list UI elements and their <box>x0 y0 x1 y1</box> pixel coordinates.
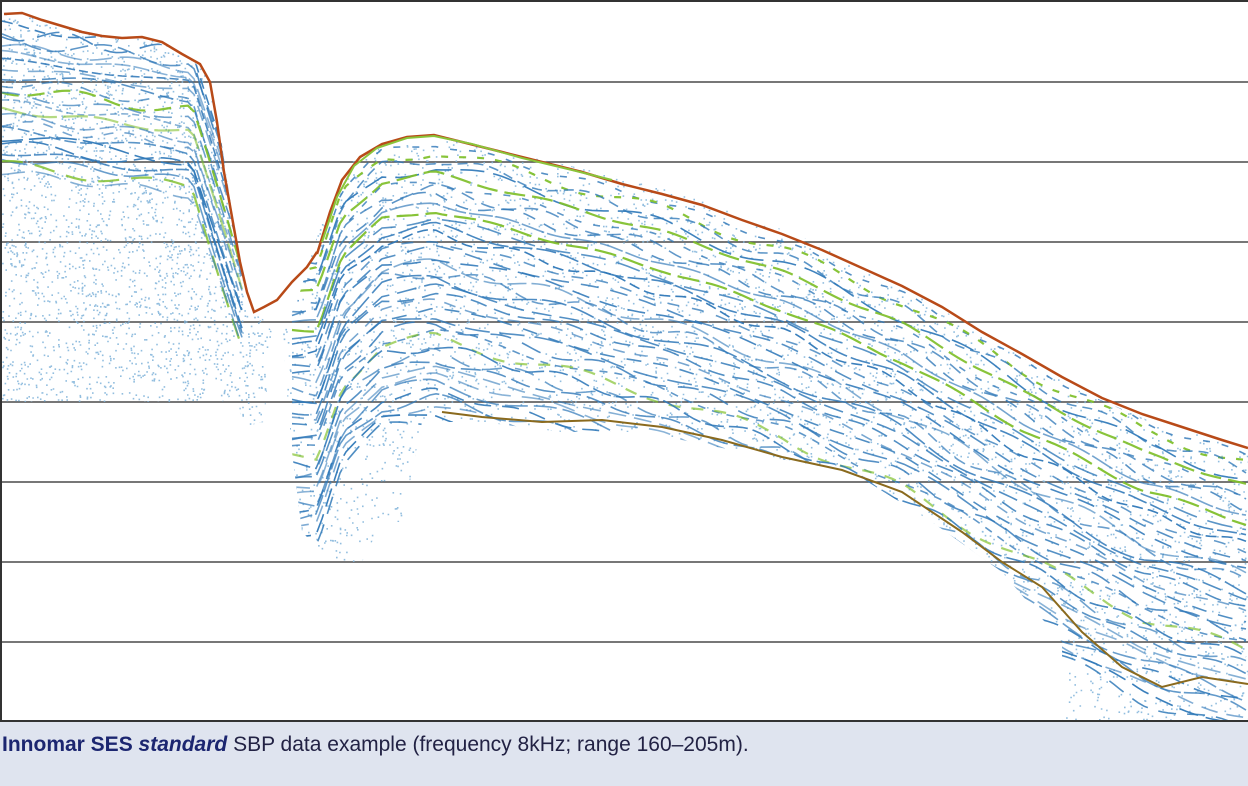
reflector-layer <box>291 258 1247 574</box>
reflector-layer <box>291 307 1247 623</box>
reflector-layer <box>291 221 1247 536</box>
reflector-layer <box>2 43 243 221</box>
reflector-layer <box>291 160 1247 474</box>
reflector-layer <box>291 414 1247 720</box>
reflector-layer <box>291 317 1247 630</box>
reflector-layer <box>291 292 1247 607</box>
reflector-layer <box>291 392 1247 711</box>
sbp-echogram-figure <box>0 0 1248 722</box>
reflector-layer <box>291 211 1247 526</box>
reflector-layer <box>291 168 1247 480</box>
reflector-layer <box>291 202 1247 516</box>
reflector-layer <box>291 218 1247 531</box>
reflector-layer <box>2 89 244 271</box>
reflector-layer <box>291 365 1247 680</box>
reflector-layers-left <box>2 20 244 349</box>
reflector-layer <box>2 49 243 230</box>
seabed-reflector-left <box>3 11 319 314</box>
reflector-layer <box>291 145 1247 456</box>
reflector-layer <box>291 347 1247 662</box>
reflector-layer <box>291 272 1247 580</box>
reflector-layer <box>2 125 243 311</box>
depth-gridlines <box>2 81 1248 643</box>
reflector-layer <box>2 159 244 349</box>
reflector-layer <box>291 346 1247 658</box>
reflector-layer <box>2 137 243 312</box>
figure-caption: Innomar SES standard SBP data example (f… <box>0 722 1248 786</box>
reflector-layer <box>291 372 1247 686</box>
caption-brand: Innomar SES <box>2 733 133 756</box>
reflector-layers-main <box>291 145 1247 720</box>
reflector-layer <box>291 259 1247 569</box>
reflector-layer <box>2 171 243 348</box>
reflector-layer <box>2 153 243 333</box>
reflector-layer <box>2 33 243 214</box>
reflector-layer <box>291 183 1247 500</box>
reflector-layer <box>291 191 1247 514</box>
deep-reflector <box>441 411 1248 689</box>
reflector-layer <box>2 91 243 276</box>
caption-text: SBP data example (frequency 8kHz; range … <box>233 733 749 756</box>
reflector-layer <box>291 321 1247 641</box>
reflector-layer <box>291 154 1247 461</box>
seabed-green-edge <box>321 134 613 243</box>
reflector-layer <box>2 112 243 291</box>
speckle-left-ridge <box>2 12 272 427</box>
seabed-reflector-main <box>315 133 1248 450</box>
reflector-layer <box>2 106 244 290</box>
reflector-layer <box>2 140 243 329</box>
reflector-layer <box>291 228 1247 542</box>
reflector-layer <box>291 283 1247 601</box>
echo-speckle <box>2 12 272 427</box>
reflector-layer <box>291 298 1247 612</box>
reflector-layer <box>291 274 1247 595</box>
reflector-layer <box>291 240 1247 554</box>
caption-mode: standard <box>138 733 228 756</box>
sbp-echogram <box>2 11 1248 720</box>
reflector-layer <box>2 158 243 338</box>
reflector-layer <box>291 331 1247 651</box>
reflector-layer <box>291 170 1247 485</box>
reflector-layer <box>2 69 243 245</box>
reflector-layer <box>291 244 1247 562</box>
reflector-layer <box>2 57 243 241</box>
